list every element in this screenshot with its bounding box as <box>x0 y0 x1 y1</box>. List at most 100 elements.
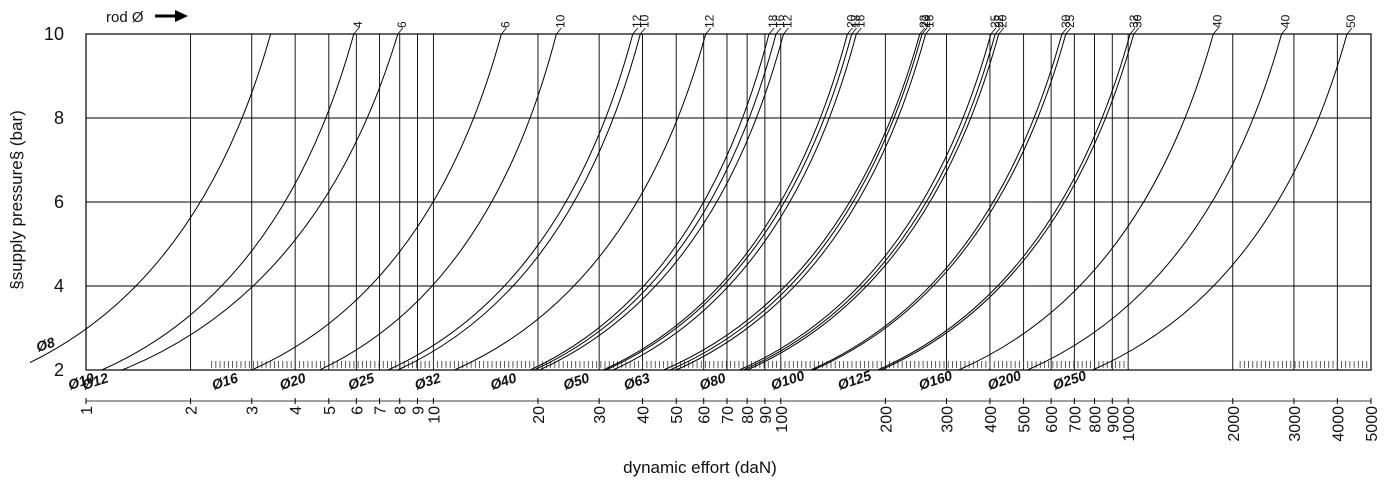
rod-label: 22 <box>992 14 1006 28</box>
minor-tick-bands <box>211 361 1372 368</box>
effort-curve <box>1027 33 1283 371</box>
rod-leader <box>556 27 562 35</box>
rod-leader <box>847 27 853 35</box>
rod-label: 32 <box>1127 14 1141 28</box>
rod-label: 16 <box>773 14 787 28</box>
x-tick-label: 600 <box>1044 406 1061 433</box>
x-tick-label: 1 <box>79 406 96 415</box>
bore-label: Ø200 <box>985 367 1023 393</box>
bore-label: Ø8 <box>34 334 57 355</box>
x-tick-label: 2 <box>184 406 201 415</box>
rod-leader <box>1133 27 1140 35</box>
x-tick-label: 60 <box>697 406 714 424</box>
x-tick-label: 40 <box>636 406 653 424</box>
rod-leader <box>783 27 789 35</box>
rod-header-label: rod Ø <box>106 9 144 26</box>
rod-label: 40 <box>1210 14 1224 28</box>
x-tick-label: 30 <box>592 406 609 424</box>
y-tick-label: 10 <box>44 24 64 44</box>
effort-curve <box>663 33 921 371</box>
bore-label: Ø32 <box>412 369 442 392</box>
bore-label: Ø25 <box>346 369 376 392</box>
bore-label: Ø40 <box>488 369 518 392</box>
x-tick-label: 5 <box>322 406 339 415</box>
bore-label: Ø80 <box>697 369 727 392</box>
effort-curve <box>30 33 272 364</box>
rod-leader <box>1129 27 1136 35</box>
effort-curve <box>669 33 923 371</box>
y-tick-label: 6 <box>54 192 64 212</box>
plot-frame <box>85 33 1372 371</box>
rod-leader <box>639 27 646 35</box>
rod-leader <box>919 27 926 35</box>
rod-leader <box>632 27 639 35</box>
rod-leader <box>1346 27 1353 35</box>
effort-curve <box>539 33 784 371</box>
rod-label: 6 <box>498 21 512 28</box>
bore-label: Ø100 <box>769 367 807 393</box>
rod-label: 16 <box>853 14 867 28</box>
rod-label: 10 <box>637 14 651 28</box>
x-tick-label: 70 <box>720 406 737 424</box>
bore-label: Ø125 <box>836 367 874 393</box>
x-tick-label: 8 <box>393 406 410 415</box>
x-axis-title: dynamic effort (daN) <box>623 458 777 477</box>
rod-label: 12 <box>780 14 794 28</box>
bore-label: Ø20 <box>277 369 307 392</box>
rod-leader <box>994 27 1001 35</box>
rod-leader <box>856 27 862 35</box>
x-tick-label: 500 <box>1017 406 1034 433</box>
rod-label: 30 <box>1131 14 1145 28</box>
rod-leader <box>998 27 1005 35</box>
y-tick-label: 2 <box>54 360 64 380</box>
x-tick-label: 4 <box>288 406 305 415</box>
rod-leader <box>925 27 931 35</box>
x-tick-label: 800 <box>1088 406 1105 433</box>
rod-label: 18 <box>766 14 780 28</box>
effort-curve <box>746 33 1000 371</box>
effort-curve <box>739 33 992 371</box>
effort-curve <box>958 33 1214 371</box>
effort-curve <box>810 33 1063 371</box>
x-tick-label: 20 <box>531 406 548 424</box>
pressure-effort-curves <box>30 33 1348 371</box>
bore-label: Ø10 <box>66 369 96 392</box>
effort-curve <box>251 33 502 371</box>
rod-label: 12 <box>703 14 717 28</box>
rod-label: 4 <box>351 21 365 28</box>
rod-leader <box>705 27 712 35</box>
effort-curve <box>1092 33 1348 371</box>
x-tick-label: 400 <box>983 406 1000 433</box>
x-tick-label: 700 <box>1067 406 1084 433</box>
effort-curve <box>387 33 634 371</box>
x-tick-label: 6 <box>349 406 366 415</box>
x-tick-label: 5000 <box>1364 406 1381 442</box>
rod-label: 6 <box>395 21 409 28</box>
effort-curve <box>877 33 1131 371</box>
rod-label: 12 <box>630 14 644 28</box>
rod-leader <box>775 27 782 35</box>
rod-label: 20 <box>919 14 933 28</box>
x-tick-label: 9 <box>411 406 428 415</box>
rod-leader <box>1065 27 1072 35</box>
rod-leader <box>353 27 360 35</box>
rod-leader <box>397 27 404 35</box>
rod-label: 40 <box>1279 14 1293 28</box>
rod-label: 25 <box>1063 14 1077 28</box>
rod-leader <box>768 27 775 35</box>
x-tick-label: 300 <box>940 406 957 433</box>
x-tick-label: 1000 <box>1121 406 1138 442</box>
bore-label: Ø160 <box>917 367 955 393</box>
rod-label: 50 <box>1344 14 1358 28</box>
rod-leader <box>1061 27 1068 35</box>
x-tick-label: 10 <box>426 406 443 424</box>
bore-label: Ø16 <box>210 369 240 392</box>
rod-leader <box>1281 27 1287 35</box>
rod-label: 22 <box>917 14 931 28</box>
x-tick-label: 200 <box>878 406 895 433</box>
effort-curve <box>675 33 927 371</box>
y-axis-title: §supply pressure§ (bar) <box>7 110 26 290</box>
rod-leader <box>501 27 507 35</box>
